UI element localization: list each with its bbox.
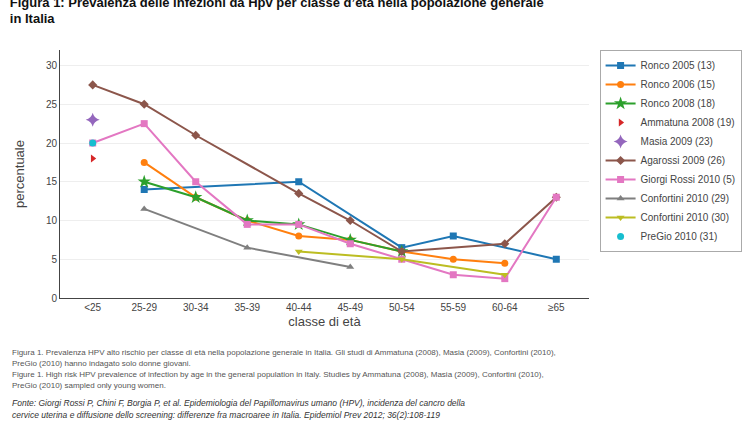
svg-text:percentuale: percentuale bbox=[12, 140, 27, 208]
svg-text:50-54: 50-54 bbox=[389, 302, 415, 313]
svg-text:25: 25 bbox=[46, 99, 58, 110]
svg-text:45-49: 45-49 bbox=[337, 302, 363, 313]
svg-text:PreGio 2010 (31): PreGio 2010 (31) bbox=[641, 231, 718, 242]
svg-text:Ronco 2008 (18): Ronco 2008 (18) bbox=[641, 98, 716, 109]
svg-text:0: 0 bbox=[51, 293, 57, 304]
svg-text:Masia 2009 (23): Masia 2009 (23) bbox=[641, 136, 713, 147]
svg-text:25-29: 25-29 bbox=[131, 302, 157, 313]
svg-text:classe di età: classe di età bbox=[288, 314, 361, 329]
svg-text:PreGio (2010) hanno indagato s: PreGio (2010) hanno indagato solo donne … bbox=[12, 359, 191, 368]
svg-text:Agarossi 2009 (26): Agarossi 2009 (26) bbox=[641, 155, 726, 166]
svg-text:Figure 1. High risk HPV preval: Figure 1. High risk HPV prevalence of in… bbox=[12, 370, 544, 379]
svg-text:Giorgi Rossi 2010 (5): Giorgi Rossi 2010 (5) bbox=[641, 174, 735, 185]
svg-text:<25: <25 bbox=[84, 302, 101, 313]
svg-text:55-59: 55-59 bbox=[440, 302, 466, 313]
svg-text:40-44: 40-44 bbox=[286, 302, 312, 313]
svg-text:Ammatuna 2008 (19): Ammatuna 2008 (19) bbox=[641, 117, 735, 128]
svg-text:Confortini 2010 (30): Confortini 2010 (30) bbox=[641, 212, 729, 223]
svg-text:Ronco 2005 (13): Ronco 2005 (13) bbox=[641, 60, 716, 71]
svg-text:PreGio (2010) sampled only you: PreGio (2010) sampled only young women. bbox=[12, 381, 166, 390]
svg-text:10: 10 bbox=[46, 215, 58, 226]
svg-text:Figura 1. Prevalenza HPV alto: Figura 1. Prevalenza HPV alto rischio pe… bbox=[12, 348, 556, 357]
svg-text:Ronco 2006 (15): Ronco 2006 (15) bbox=[641, 79, 716, 90]
svg-text:cervice uterina e diffusione d: cervice uterina e diffusione dello scree… bbox=[12, 410, 440, 420]
svg-text:30: 30 bbox=[46, 60, 58, 71]
svg-text:Figura 1: Prevalenza delle inf: Figura 1: Prevalenza delle infezioni da … bbox=[10, 0, 544, 26]
svg-text:20: 20 bbox=[46, 138, 58, 149]
svg-text:5: 5 bbox=[51, 254, 57, 265]
svg-text:30-34: 30-34 bbox=[183, 302, 209, 313]
svg-text:Confortini 2010 (29): Confortini 2010 (29) bbox=[641, 193, 729, 204]
svg-text:15: 15 bbox=[46, 176, 58, 187]
svg-text:Fonte: Giorgi Rossi P, Chini F: Fonte: Giorgi Rossi P, Chini F, Borgia P… bbox=[12, 398, 465, 408]
svg-text:≥65: ≥65 bbox=[548, 302, 565, 313]
svg-text:35-39: 35-39 bbox=[234, 302, 260, 313]
svg-text:60-64: 60-64 bbox=[492, 302, 518, 313]
